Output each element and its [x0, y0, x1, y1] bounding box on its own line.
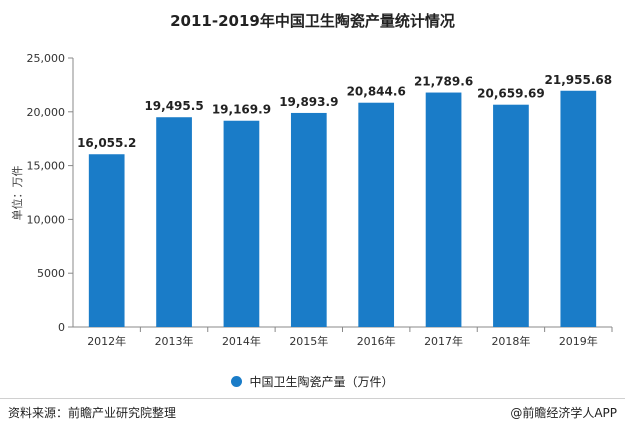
y-tick-label: 15,000 [27, 160, 66, 173]
credit-note: @前瞻经济学人APP [510, 406, 617, 420]
data-label: 20,659.69 [477, 87, 545, 101]
x-tick-label: 2015年 [289, 334, 328, 348]
x-tick-label: 2013年 [155, 334, 194, 348]
x-tick-label: 2016年 [357, 334, 396, 348]
bar-4 [290, 112, 327, 327]
source-note: 资料来源：前瞻产业研究院整理 [8, 406, 177, 420]
bar-chart: 0 5000 10,000 15,000 20,000 25,000 2012年 16,055… [27, 52, 613, 348]
y-tick-label: 25,000 [27, 52, 66, 65]
bar-3 [223, 120, 260, 327]
chart-legend: 中国卫生陶瓷产量（万件） [0, 373, 625, 390]
data-label: 21,789.6 [414, 75, 473, 89]
bar-5 [358, 102, 395, 328]
y-tick-label: 5000 [37, 267, 65, 280]
y-tick-label: 10,000 [27, 213, 66, 226]
x-tick-label: 2018年 [491, 334, 530, 348]
bar-7 [493, 104, 529, 327]
bar-6 [425, 92, 462, 327]
data-label: 19,169.9 [212, 103, 271, 117]
data-label: 16,055.2 [77, 136, 136, 150]
y-tick-label: 0 [58, 321, 65, 334]
data-label: 21,955.68 [545, 73, 613, 87]
data-label: 19,893.9 [279, 95, 338, 109]
legend-marker [231, 376, 243, 387]
x-tick-label: 2014年 [222, 334, 261, 348]
bar-1 [88, 154, 125, 327]
y-tick-label: 20,000 [27, 106, 66, 119]
chart-title: 2011-2019年中国卫生陶瓷产量统计情况 [170, 12, 455, 30]
bar-2 [156, 117, 192, 327]
x-tick-label: 2019年 [559, 334, 598, 348]
legend-label: 中国卫生陶瓷产量（万件） [249, 375, 394, 389]
bar-8 [560, 90, 597, 327]
x-tick-label: 2012年 [87, 334, 126, 348]
x-tick-label: 2017年 [424, 334, 463, 348]
data-label: 20,844.6 [347, 85, 406, 99]
footer-divider [0, 398, 625, 399]
data-label: 19,495.5 [144, 99, 203, 113]
